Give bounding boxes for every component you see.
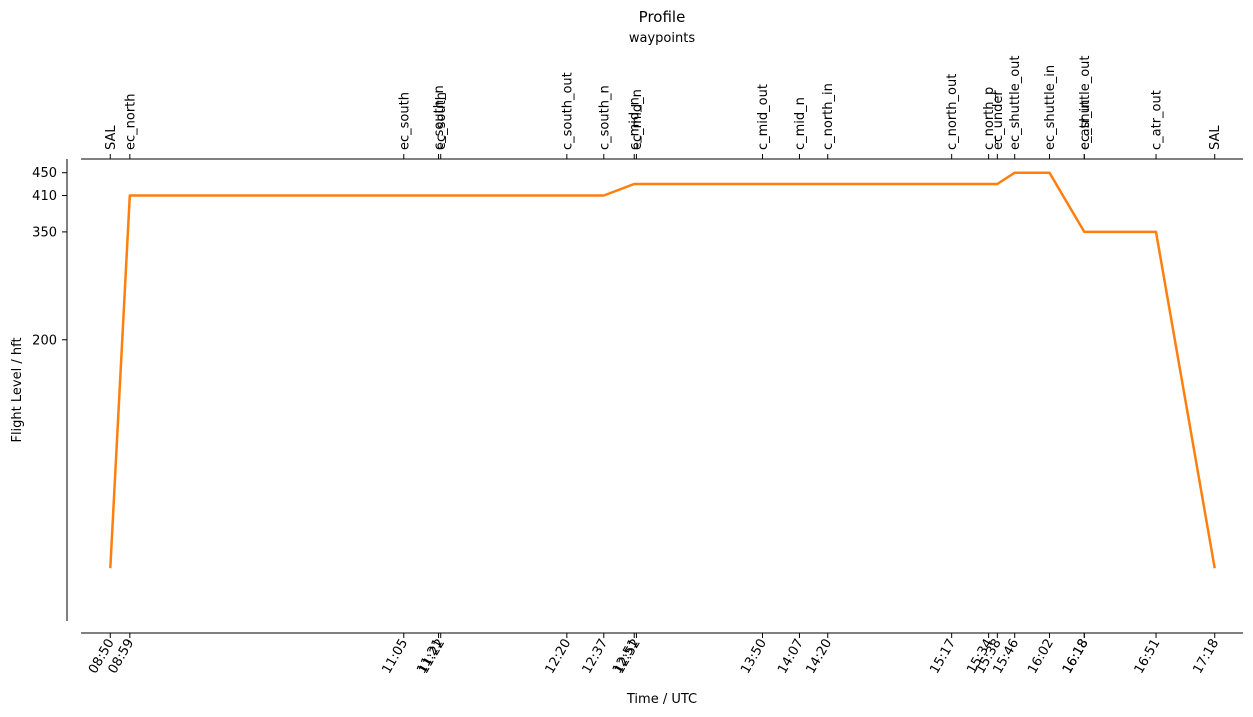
time-tick-label: 16:02: [1025, 637, 1057, 677]
waypoint-label: c_north_p: [982, 87, 997, 150]
waypoint-label: SAL: [1208, 125, 1223, 150]
waypoint-label: c_south_out: [560, 72, 575, 150]
time-tick-label: 12:37: [580, 637, 612, 677]
time-tick-label: 16:51: [1132, 637, 1164, 677]
waypoint-label: ec_under: [991, 90, 1006, 150]
time-tick-label: 15:17: [927, 637, 959, 677]
chart-title: Profile: [639, 8, 686, 26]
waypoint-label: ec_shuttle_out: [1008, 56, 1023, 151]
waypoint-label: ec_south: [397, 92, 412, 150]
waypoint-label: SAL: [104, 125, 119, 150]
waypoint-label: c_north_out: [945, 74, 960, 150]
waypoint-label: ec_shuttle_in: [1043, 65, 1058, 150]
flight-profile-line: [109, 171, 1216, 569]
chart-subtitle: waypoints: [629, 31, 695, 46]
time-tick-label: 16:18: [1060, 637, 1092, 677]
time-tick-label: 14:07: [775, 637, 807, 677]
waypoint-label: ec_shuttle_out: [1078, 56, 1093, 151]
x-axis-label: Time / UTC: [626, 692, 697, 707]
time-tick-label: 14:20: [803, 637, 835, 677]
time-tick-label: 12:20: [543, 637, 575, 677]
waypoint-label: c_mid_n: [793, 97, 808, 150]
waypoint-label: c_atr_out: [1150, 90, 1165, 150]
time-tick-label: 13:50: [738, 637, 770, 677]
waypoint-label: c_mid_n: [628, 97, 643, 150]
y-tick-label: 350: [32, 225, 57, 240]
y-tick-label: 450: [32, 166, 57, 181]
waypoint-label: c_south_n: [432, 85, 447, 150]
waypoint-label: ec_north: [123, 93, 138, 150]
waypoint-label: c_atr_in: [1078, 100, 1093, 150]
waypoint-ticks: SAL ec_north ec_south c_south_nec_south c_so…: [104, 56, 1223, 159]
waypoint-label: c_south_n: [597, 85, 612, 150]
y-ticks: 200 350 410 450: [32, 166, 67, 348]
time-tick-label: 17:18: [1190, 637, 1222, 677]
waypoint-label: ec_mid_n: [630, 89, 645, 150]
time-tick-label: 11:05: [380, 637, 412, 677]
y-tick-label: 200: [32, 333, 57, 348]
y-tick-label: 410: [32, 189, 57, 204]
waypoint-label: c_mid_out: [756, 84, 771, 150]
waypoint-label: ec_south: [434, 92, 449, 150]
y-axis-label: Flight Level / hft: [10, 337, 25, 442]
waypoint-label: c_north_in: [821, 83, 836, 150]
